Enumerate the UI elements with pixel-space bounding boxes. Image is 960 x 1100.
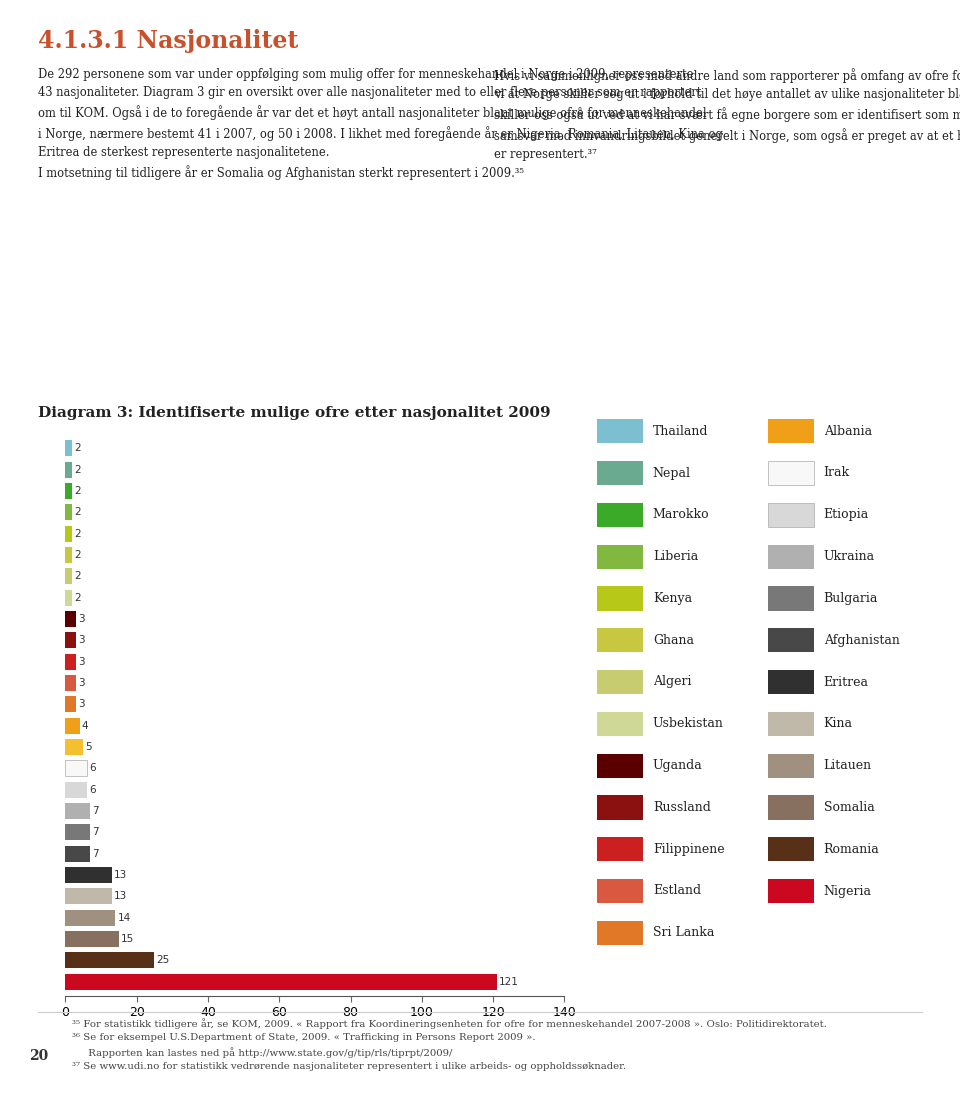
Text: 3: 3	[78, 657, 84, 667]
Text: Estland: Estland	[653, 884, 701, 898]
Text: Filippinene: Filippinene	[653, 843, 725, 856]
Text: 3: 3	[78, 678, 84, 688]
Text: 2: 2	[75, 529, 82, 539]
Bar	[65, 910, 115, 925]
Bar	[65, 505, 72, 520]
Text: Nepal: Nepal	[653, 466, 691, 480]
Text: 5: 5	[85, 742, 92, 752]
Bar	[65, 739, 84, 755]
Text: 3: 3	[78, 614, 84, 624]
Text: Russland: Russland	[653, 801, 710, 814]
Text: 3: 3	[78, 700, 84, 710]
Text: Albania: Albania	[824, 425, 872, 438]
Text: Somalia: Somalia	[824, 801, 875, 814]
Text: 121: 121	[499, 977, 518, 987]
Text: 2: 2	[75, 571, 82, 581]
Text: 14: 14	[117, 913, 131, 923]
Text: 7: 7	[92, 806, 99, 816]
Bar	[65, 953, 155, 968]
Bar	[65, 440, 72, 456]
Text: Liberia: Liberia	[653, 550, 698, 563]
Bar	[65, 867, 111, 883]
Bar	[65, 846, 90, 861]
Text: Eritrea: Eritrea	[824, 675, 869, 689]
Bar	[65, 675, 76, 691]
Text: 2: 2	[75, 507, 82, 517]
Text: 6: 6	[89, 784, 95, 794]
Text: Irak: Irak	[824, 466, 850, 480]
Text: Ghana: Ghana	[653, 634, 694, 647]
Bar	[65, 824, 90, 840]
Text: Diagram 3: Identifiserte mulige ofre etter nasjonalitet 2009: Diagram 3: Identifiserte mulige ofre ett…	[38, 406, 551, 420]
Text: Usbekistan: Usbekistan	[653, 717, 724, 730]
Bar	[65, 653, 76, 670]
Bar	[65, 760, 86, 777]
Bar	[65, 590, 72, 606]
Text: Hvis vi sammenligner oss med andre land som rapporterer på omfang av ofre for me: Hvis vi sammenligner oss med andre land …	[494, 68, 960, 161]
Text: 20: 20	[29, 1049, 48, 1063]
Text: Nigeria: Nigeria	[824, 884, 872, 898]
Text: 2: 2	[75, 486, 82, 496]
Text: Bulgaria: Bulgaria	[824, 592, 878, 605]
Text: Afghanistan: Afghanistan	[824, 634, 900, 647]
Text: 6: 6	[89, 763, 95, 773]
Text: Sri Lanka: Sri Lanka	[653, 926, 714, 939]
Text: Uganda: Uganda	[653, 759, 703, 772]
Text: 13: 13	[114, 891, 127, 901]
Text: Thailand: Thailand	[653, 425, 708, 438]
Text: 2: 2	[75, 593, 82, 603]
Text: 15: 15	[121, 934, 134, 944]
Text: ³⁵ For statistikk tidligere år, se KOM, 2009. « Rapport fra Koordineringsenheten: ³⁵ For statistikk tidligere år, se KOM, …	[72, 1019, 827, 1070]
Text: 4: 4	[82, 720, 88, 730]
Text: Marokko: Marokko	[653, 508, 709, 521]
Bar	[65, 483, 72, 499]
Text: 13: 13	[114, 870, 127, 880]
Text: Litauen: Litauen	[824, 759, 872, 772]
Bar	[65, 569, 72, 584]
Bar	[65, 782, 86, 797]
Text: Etiopia: Etiopia	[824, 508, 869, 521]
Bar	[65, 462, 72, 477]
Text: Algeri: Algeri	[653, 675, 691, 689]
Bar	[65, 526, 72, 541]
Text: Ukraina: Ukraina	[824, 550, 875, 563]
Text: Kina: Kina	[824, 717, 852, 730]
Text: 3: 3	[78, 636, 84, 646]
Bar	[65, 696, 76, 713]
Bar	[65, 931, 119, 947]
Bar	[65, 717, 80, 734]
Bar	[65, 974, 496, 990]
Text: 25: 25	[156, 955, 170, 966]
Bar	[65, 610, 76, 627]
Text: 2: 2	[75, 464, 82, 475]
Bar	[65, 547, 72, 563]
Text: Romania: Romania	[824, 843, 879, 856]
Text: 2: 2	[75, 443, 82, 453]
Text: 7: 7	[92, 827, 99, 837]
Text: Kenya: Kenya	[653, 592, 692, 605]
Text: 2: 2	[75, 550, 82, 560]
Bar	[65, 803, 90, 820]
Text: De 292 personene som var under oppfølging som mulig offer for menneskehandel i N: De 292 personene som var under oppfølgin…	[38, 68, 724, 179]
Text: 7: 7	[92, 849, 99, 859]
Bar	[65, 632, 76, 648]
Text: 4.1.3.1 Nasjonalitet: 4.1.3.1 Nasjonalitet	[38, 29, 299, 53]
Bar	[65, 889, 111, 904]
